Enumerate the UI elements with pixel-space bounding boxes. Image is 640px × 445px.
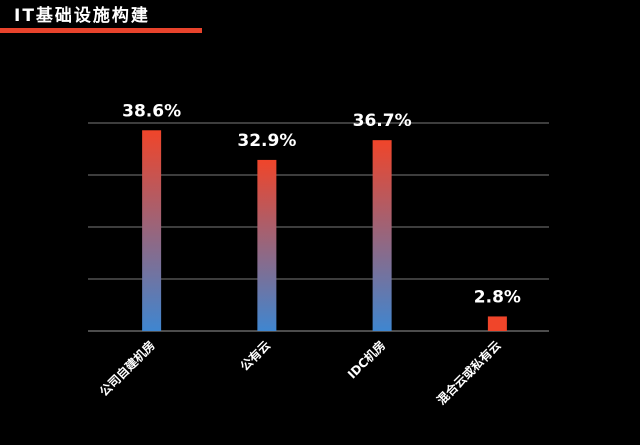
category-label: 公司自建机房 bbox=[96, 338, 158, 400]
page-title: IT基础设施构建 bbox=[14, 6, 150, 26]
data-labels: 38.6% 32.9% 36.7% 2.8% bbox=[122, 101, 521, 307]
data-label: 36.7% bbox=[353, 111, 412, 131]
bar bbox=[257, 159, 277, 331]
bar bbox=[487, 316, 507, 331]
bar bbox=[372, 140, 392, 331]
bar bbox=[142, 130, 162, 331]
title-accent-bar bbox=[0, 28, 202, 33]
category-label: IDC机房 bbox=[344, 338, 388, 382]
grid-lines bbox=[88, 122, 549, 332]
data-label: 2.8% bbox=[474, 287, 521, 307]
category-labels: 公司自建机房 公有云 IDC机房 混合云或私有云 bbox=[96, 338, 503, 408]
category-label: 公有云 bbox=[237, 338, 273, 374]
data-label: 32.9% bbox=[237, 131, 296, 151]
category-label: 混合云或私有云 bbox=[433, 338, 503, 408]
data-label: 38.6% bbox=[122, 101, 181, 121]
bars bbox=[142, 130, 507, 331]
